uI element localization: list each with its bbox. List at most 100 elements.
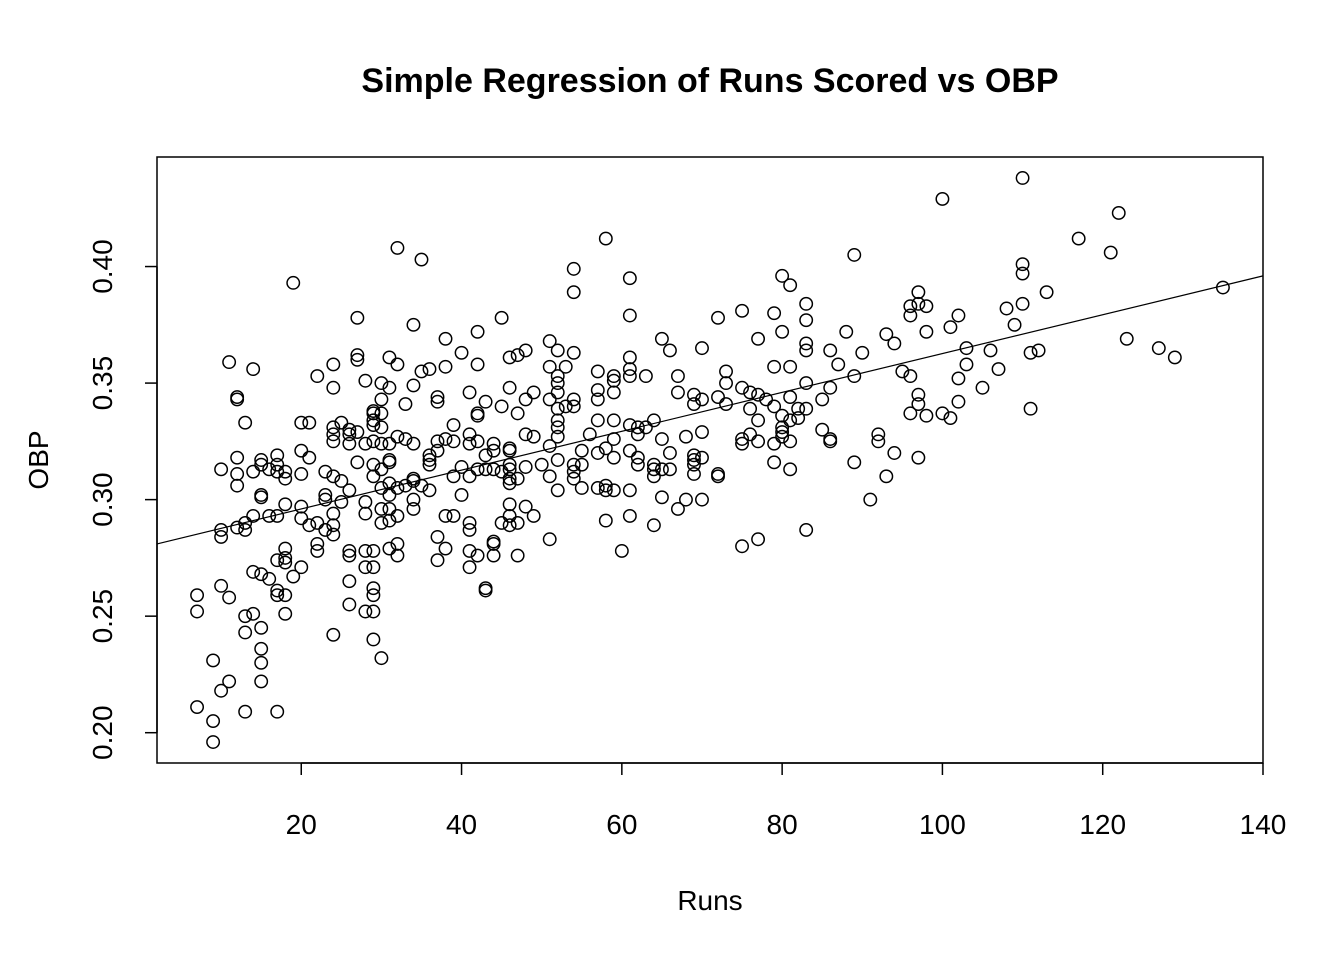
data-point: [751, 434, 766, 449]
data-point: [823, 343, 838, 358]
data-point: [542, 359, 557, 374]
data-point: [1023, 345, 1038, 360]
data-point: [598, 483, 613, 498]
data-point: [542, 469, 557, 484]
data-point: [735, 303, 750, 318]
data-point: [622, 483, 637, 498]
data-point: [190, 588, 205, 603]
data-point: [382, 476, 397, 491]
data-point: [1015, 171, 1030, 185]
data-point: [462, 560, 477, 575]
data-point: [342, 597, 357, 612]
data-point: [1167, 350, 1182, 365]
data-point: [502, 471, 517, 486]
data-point: [302, 415, 317, 430]
data-point: [518, 499, 533, 514]
data-point: [438, 541, 453, 556]
data-point: [318, 522, 333, 537]
data-point: [542, 532, 557, 547]
data-point: [670, 369, 685, 384]
data-point: [446, 469, 461, 484]
data-point: [254, 674, 269, 689]
data-point: [662, 343, 677, 358]
data-point: [911, 285, 926, 300]
data-point: [462, 385, 477, 400]
data-point: [606, 369, 621, 384]
data-point: [422, 362, 437, 377]
data-point: [358, 495, 373, 509]
regression-line: [156, 275, 1264, 545]
data-point: [622, 418, 637, 432]
data-point: [238, 522, 253, 537]
data-point: [911, 387, 926, 402]
data-point: [326, 427, 341, 442]
data-point: [294, 443, 309, 458]
data-point: [310, 515, 325, 530]
data-point: [438, 359, 453, 374]
data-point: [390, 240, 405, 255]
data-point: [847, 247, 862, 262]
data-point: [478, 462, 493, 477]
data-point: [871, 434, 886, 449]
data-point: [494, 464, 509, 479]
data-point: [687, 453, 701, 467]
x-tick-label: 120: [1079, 809, 1126, 840]
data-point: [278, 550, 293, 565]
data-point: [775, 268, 790, 283]
data-point: [1015, 266, 1030, 281]
data-point: [670, 385, 685, 400]
data-point: [550, 385, 565, 400]
data-point: [670, 501, 685, 516]
data-point: [815, 422, 830, 437]
data-point: [350, 455, 365, 470]
data-point: [871, 427, 886, 442]
data-point: [310, 543, 325, 558]
data-point: [350, 352, 365, 367]
data-point: [374, 392, 389, 407]
y-axis-label: OBP: [23, 430, 54, 489]
data-point: [398, 397, 413, 412]
data-point: [630, 457, 645, 472]
data-point: [326, 527, 341, 542]
data-point: [238, 609, 253, 624]
data-point: [654, 490, 669, 505]
data-point: [430, 434, 445, 449]
data-point: [246, 508, 261, 523]
data-point: [695, 492, 709, 507]
data-point: [799, 336, 814, 351]
data-point: [366, 604, 381, 619]
data-point: [550, 453, 565, 467]
data-point: [630, 450, 645, 465]
x-tick-label: 140: [1240, 809, 1287, 840]
data-point: [278, 606, 293, 621]
data-point: [390, 357, 405, 372]
data-point: [791, 411, 806, 425]
data-point: [342, 436, 357, 451]
data-point: [470, 324, 485, 339]
data-point: [470, 357, 485, 372]
data-point: [278, 471, 293, 486]
data-point: [470, 462, 485, 477]
data-point: [326, 469, 341, 484]
data-point: [550, 376, 565, 391]
x-axis: 20 40 60 80 100 120 140: [286, 762, 1287, 840]
data-point: [406, 492, 421, 507]
data-point: [478, 394, 493, 409]
x-tick-label: 60: [606, 809, 637, 840]
data-point: [735, 436, 750, 451]
data-point: [406, 317, 421, 332]
data-point: [374, 462, 389, 477]
data-point: [334, 474, 349, 488]
data-point: [374, 376, 389, 391]
data-point: [254, 453, 269, 467]
data-point: [606, 483, 621, 498]
data-point: [294, 499, 309, 514]
data-point: [382, 453, 397, 467]
data-point: [502, 350, 517, 365]
data-point: [430, 390, 445, 405]
data-point: [638, 420, 653, 435]
data-point: [262, 508, 277, 523]
data-point: [751, 331, 766, 346]
